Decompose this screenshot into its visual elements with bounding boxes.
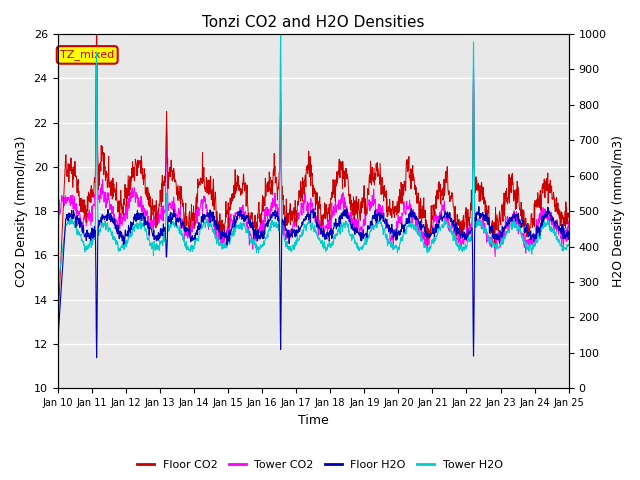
Y-axis label: CO2 Density (mmol/m3): CO2 Density (mmol/m3) xyxy=(15,135,28,287)
Title: Tonzi CO2 and H2O Densities: Tonzi CO2 and H2O Densities xyxy=(202,15,424,30)
Text: TZ_mixed: TZ_mixed xyxy=(60,49,115,60)
X-axis label: Time: Time xyxy=(298,414,328,427)
Y-axis label: H2O Density (mmol/m3): H2O Density (mmol/m3) xyxy=(612,135,625,287)
Legend: Floor CO2, Tower CO2, Floor H2O, Tower H2O: Floor CO2, Tower CO2, Floor H2O, Tower H… xyxy=(133,456,507,474)
